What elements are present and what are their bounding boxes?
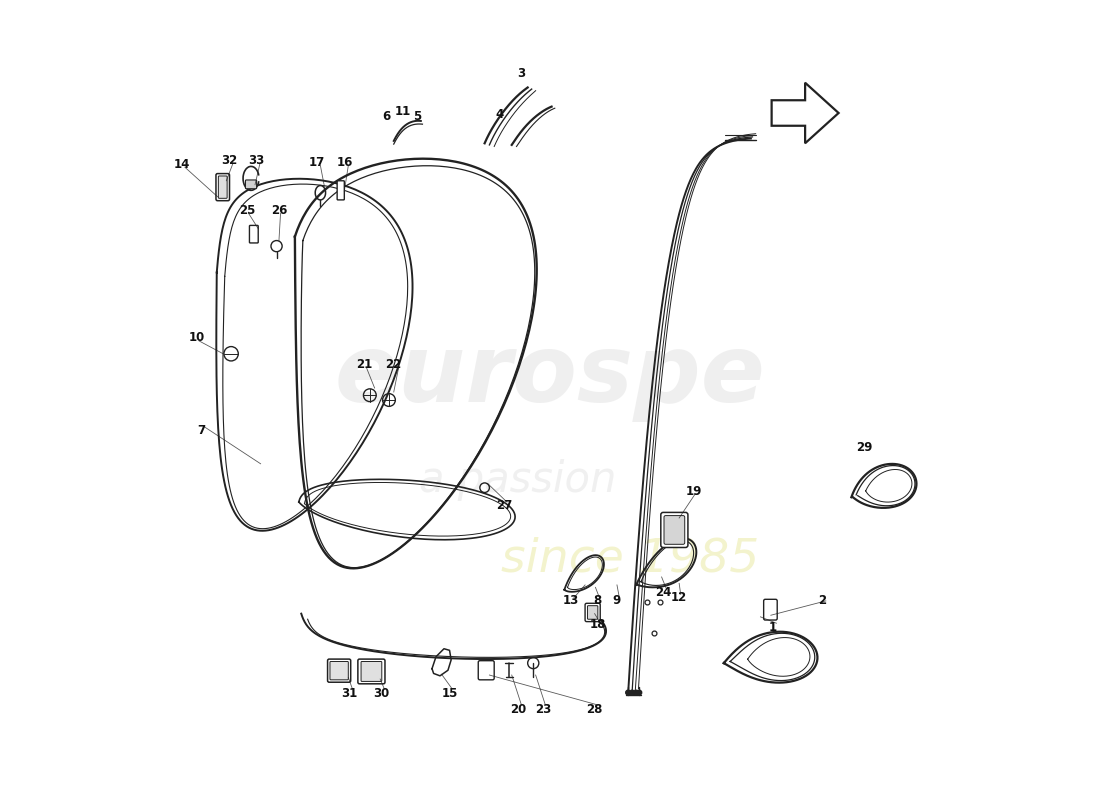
FancyBboxPatch shape	[358, 659, 385, 684]
Text: 2: 2	[818, 594, 827, 607]
Text: 15: 15	[441, 687, 458, 700]
FancyBboxPatch shape	[585, 603, 601, 622]
Text: 29: 29	[856, 442, 872, 454]
Text: 18: 18	[590, 618, 606, 631]
FancyBboxPatch shape	[330, 662, 349, 680]
Text: 19: 19	[685, 485, 702, 498]
Text: 28: 28	[586, 703, 603, 716]
Text: 8: 8	[594, 594, 602, 607]
Text: 26: 26	[271, 204, 287, 217]
Text: 10: 10	[189, 331, 205, 344]
FancyBboxPatch shape	[361, 662, 382, 682]
Text: 21: 21	[356, 358, 373, 370]
FancyBboxPatch shape	[664, 515, 684, 544]
FancyBboxPatch shape	[245, 180, 256, 189]
Text: 9: 9	[613, 594, 621, 607]
Text: 31: 31	[341, 687, 358, 700]
Text: 7: 7	[197, 424, 205, 437]
Circle shape	[629, 690, 635, 695]
FancyBboxPatch shape	[216, 174, 230, 201]
Text: 17: 17	[308, 156, 324, 169]
Text: 20: 20	[510, 703, 526, 716]
Text: 23: 23	[536, 703, 552, 716]
Text: 6: 6	[383, 110, 390, 122]
Text: 11: 11	[395, 105, 411, 118]
Text: 16: 16	[337, 156, 353, 169]
Text: 3: 3	[517, 66, 526, 80]
FancyBboxPatch shape	[587, 606, 597, 619]
FancyBboxPatch shape	[763, 599, 778, 620]
Circle shape	[626, 690, 630, 695]
FancyBboxPatch shape	[328, 659, 351, 682]
Text: 22: 22	[386, 358, 402, 370]
Text: a passion: a passion	[419, 458, 617, 501]
FancyBboxPatch shape	[661, 513, 688, 547]
Text: eurospe: eurospe	[334, 330, 766, 422]
Text: 14: 14	[174, 158, 190, 171]
Text: 24: 24	[654, 586, 671, 599]
FancyBboxPatch shape	[337, 181, 344, 200]
FancyBboxPatch shape	[478, 661, 494, 680]
Text: 4: 4	[496, 108, 504, 121]
Circle shape	[634, 690, 638, 695]
Text: 27: 27	[496, 498, 512, 512]
Text: 13: 13	[562, 594, 579, 607]
Text: 30: 30	[373, 687, 389, 700]
FancyBboxPatch shape	[219, 176, 227, 198]
Text: 25: 25	[239, 204, 255, 217]
Text: 1: 1	[769, 621, 778, 634]
FancyBboxPatch shape	[250, 226, 258, 243]
Text: 12: 12	[671, 591, 688, 604]
Text: since 1985: since 1985	[500, 537, 759, 582]
Text: 5: 5	[414, 110, 421, 122]
Circle shape	[637, 690, 641, 695]
Text: 33: 33	[249, 154, 265, 167]
Text: 32: 32	[221, 154, 238, 167]
